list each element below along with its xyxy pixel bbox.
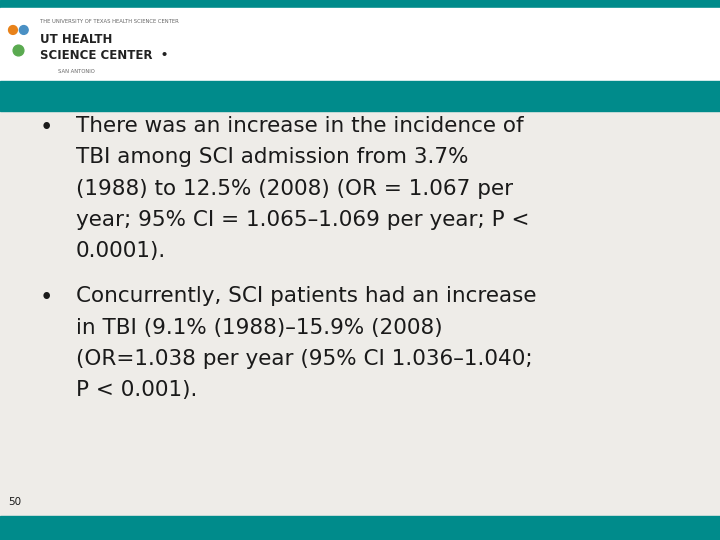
Text: (OR=1.038 per year (95% CI 1.036–1.040;: (OR=1.038 per year (95% CI 1.036–1.040;	[76, 349, 532, 369]
Text: UT HEALTH: UT HEALTH	[40, 33, 112, 46]
Bar	[0, 0, 720, 8]
Text: 0.0001).: 0.0001).	[76, 241, 166, 261]
Text: TBI among SCI admission from 3.7%: TBI among SCI admission from 3.7%	[76, 147, 468, 167]
Text: There was an increase in the incidence of: There was an increase in the incidence o…	[76, 116, 523, 136]
Text: THE UNIVERSITY OF TEXAS HEALTH SCIENCE CENTER: THE UNIVERSITY OF TEXAS HEALTH SCIENCE C…	[40, 19, 179, 24]
Text: •: •	[40, 286, 53, 309]
Bar	[0, 81, 720, 111]
Point	[7, 25, 19, 34]
Text: SAN ANTONIO: SAN ANTONIO	[58, 69, 94, 74]
Point	[18, 25, 30, 34]
Text: in TBI (9.1% (1988)–15.9% (2008): in TBI (9.1% (1988)–15.9% (2008)	[76, 318, 442, 338]
Bar	[0, 8, 720, 81]
Text: Concurrently, SCI patients had an increase: Concurrently, SCI patients had an increa…	[76, 286, 536, 306]
Text: •: •	[40, 116, 53, 139]
Point	[12, 46, 24, 55]
Text: P < 0.001).: P < 0.001).	[76, 380, 197, 400]
Text: 50: 50	[9, 497, 22, 507]
Bar	[0, 516, 720, 540]
Text: (1988) to 12.5% (2008) (OR = 1.067 per: (1988) to 12.5% (2008) (OR = 1.067 per	[76, 179, 513, 199]
Text: year; 95% CI = 1.065–1.069 per year; P <: year; 95% CI = 1.065–1.069 per year; P <	[76, 210, 529, 230]
Text: SCIENCE CENTER  •: SCIENCE CENTER •	[40, 49, 168, 62]
